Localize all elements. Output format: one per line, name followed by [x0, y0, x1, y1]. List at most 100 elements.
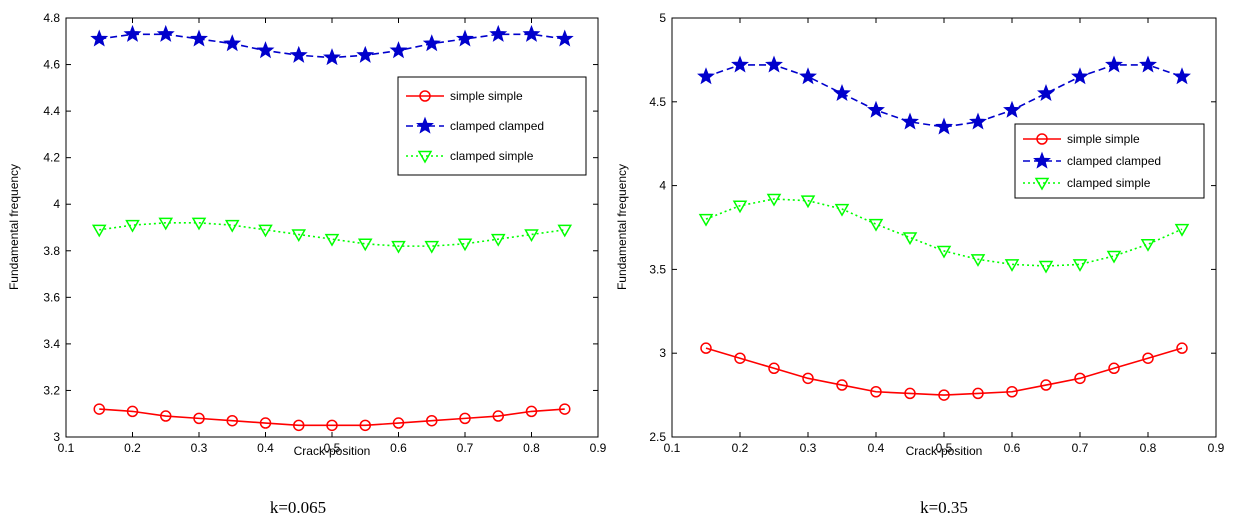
legend-label: clamped clamped: [1067, 154, 1161, 168]
data-point: [766, 193, 782, 207]
data-point: [972, 387, 984, 400]
x-tick-label: 0.5: [324, 441, 341, 455]
data-point: [868, 218, 884, 232]
x-tick-label: 0.8: [523, 441, 540, 455]
x-axis-label: Crack-position: [294, 444, 371, 458]
x-tick-label: 0.5: [936, 441, 953, 455]
y-tick-label: 4.5: [649, 95, 666, 109]
data-point: [768, 362, 780, 375]
x-tick-label: 0.7: [457, 441, 474, 455]
data-point: [935, 117, 953, 135]
data-point: [700, 342, 712, 354]
data-point: [1074, 372, 1086, 385]
series-line: [99, 408, 565, 427]
data-point: [1037, 84, 1055, 102]
data-point: [123, 24, 142, 42]
x-tick-label: 0.8: [1140, 441, 1157, 455]
x-tick-label: 0.2: [124, 441, 141, 455]
data-point: [489, 24, 508, 42]
series-line: [705, 347, 1183, 396]
data-point: [293, 419, 305, 432]
series-line: [99, 222, 565, 247]
x-tick-label: 0.4: [868, 441, 885, 455]
x-tick-label: 0.9: [1208, 441, 1225, 455]
data-point: [256, 41, 275, 59]
legend-label: clamped clamped: [450, 119, 544, 133]
data-point: [870, 385, 882, 398]
data-point: [357, 238, 373, 252]
data-point: [359, 419, 371, 432]
data-point: [902, 232, 918, 246]
y-tick-label: 2.5: [649, 430, 666, 444]
series-simple-simple: [700, 342, 1188, 401]
data-point: [1142, 352, 1154, 364]
data-point: [324, 233, 340, 247]
legend: simple simple clamped clamped clamped simp…: [397, 76, 587, 176]
y-tick-label: 5: [659, 11, 666, 25]
data-point: [356, 45, 375, 63]
chart-caption: k=0.35: [920, 498, 968, 517]
legend-label: clamped simple: [450, 149, 534, 163]
series-clamped-clamped: [697, 55, 1191, 135]
x-axis-label: Crack-position: [906, 444, 983, 458]
data-point: [422, 34, 441, 52]
data-point: [426, 414, 438, 427]
data-point: [90, 29, 109, 47]
data-point: [734, 352, 746, 364]
x-tick-label: 0.3: [191, 441, 208, 455]
data-point: [697, 67, 715, 85]
data-point: [1140, 239, 1156, 252]
chart-caption: k=0.065: [270, 498, 326, 517]
legend-marker: [1033, 151, 1051, 169]
data-point: [1038, 260, 1054, 274]
legend-marker: [417, 150, 433, 164]
x-tick-label: 0.6: [1004, 441, 1021, 455]
x-tick-label: 0.1: [58, 441, 75, 455]
data-point: [867, 100, 885, 118]
data-point: [1173, 67, 1191, 85]
y-tick-label: 3: [53, 430, 60, 444]
y-tick-label: 4.8: [43, 11, 60, 25]
legend-marker: [1036, 133, 1048, 145]
x-tick-label: 0.1: [664, 441, 681, 455]
data-point: [800, 195, 816, 209]
y-axis-label: Fundamental frequency: [7, 164, 21, 290]
legend-label: clamped simple: [1067, 176, 1151, 190]
data-point: [193, 412, 205, 425]
data-point: [93, 403, 105, 415]
data-point: [802, 372, 814, 385]
data-point: [732, 200, 748, 214]
y-tick-label: 3.8: [43, 244, 60, 258]
data-point: [1108, 362, 1120, 375]
data-point: [970, 254, 986, 267]
data-point: [1174, 223, 1190, 237]
x-tick-label: 0.7: [1072, 441, 1089, 455]
chart-2: 0.1 0.2 0.3 0.4 0.5 0.6 0.7 0.8 0.9 2.5 3 3.5 4 4.5 5 C…: [615, 11, 1225, 517]
legend-marker: [1034, 177, 1050, 191]
data-point: [901, 112, 919, 130]
data-point: [291, 229, 307, 242]
plot-area-frame: [671, 17, 1217, 438]
y-tick-label: 4.2: [43, 151, 60, 165]
data-point: [457, 238, 473, 252]
data-point: [191, 217, 207, 231]
data-point: [799, 67, 817, 85]
data-point: [126, 405, 139, 418]
y-tick-label: 3.6: [43, 290, 60, 304]
data-point: [1071, 67, 1089, 85]
data-point: [969, 112, 987, 130]
data-point: [424, 240, 440, 254]
series-simple-simple: [93, 403, 571, 432]
data-point: [391, 240, 406, 254]
y-tick-label: 4.6: [43, 58, 60, 72]
data-point: [456, 29, 474, 47]
data-point: [156, 24, 175, 42]
data-point: [160, 410, 172, 422]
y-tick-label: 3.2: [43, 383, 60, 397]
data-point: [259, 417, 272, 429]
data-point: [158, 217, 174, 231]
x-tick-label: 0.4: [257, 441, 274, 455]
x-tick-label: 0.6: [390, 441, 407, 455]
data-point: [1139, 55, 1157, 73]
legend-label: simple simple: [450, 89, 523, 103]
